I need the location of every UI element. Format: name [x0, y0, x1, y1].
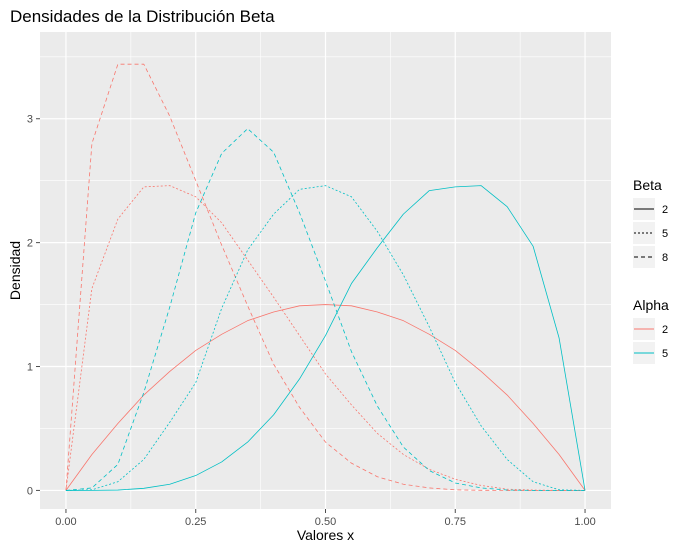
series-line-alpha-2-beta-5 — [65, 185, 586, 491]
x-axis-title: Valores x — [297, 527, 354, 543]
legend-title-beta: Beta — [633, 177, 662, 193]
x-tick-label-3: 0.75 — [445, 516, 466, 528]
x-tick-label-2: 0.50 — [315, 516, 336, 528]
legend-label-beta-2: 2 — [662, 204, 668, 216]
y-tick-label-3: 3 — [27, 114, 33, 126]
legend-title-alpha: Alpha — [633, 297, 669, 313]
series-lines — [65, 63, 586, 491]
legend-label-beta-8: 8 — [662, 252, 668, 264]
series-line-alpha-2-beta-2 — [65, 304, 586, 491]
y-axis-ticks: 0 1 2 3 — [27, 114, 40, 497]
x-tick-label-1: 0.25 — [185, 516, 206, 528]
y-axis-title: Densidad — [7, 241, 23, 300]
x-axis-ticks: 0.00 0.25 0.50 0.75 1.00 — [55, 509, 596, 528]
chart-title: Densidades de la Distribución Beta — [10, 7, 275, 26]
y-tick-label-2: 2 — [27, 238, 33, 250]
series-line-alpha-5-beta-8 — [65, 128, 586, 491]
series-line-alpha-5-beta-5 — [65, 185, 586, 491]
major-gridlines — [40, 32, 611, 509]
y-tick-label-0: 0 — [27, 485, 33, 497]
series-line-alpha-5-beta-2 — [65, 185, 586, 491]
legend-label-beta-5: 5 — [662, 228, 668, 240]
legend-label-alpha-5: 5 — [662, 348, 668, 360]
x-tick-label-0: 0.00 — [55, 516, 76, 528]
y-tick-label-1: 1 — [27, 362, 33, 374]
x-tick-label-4: 1.00 — [574, 516, 595, 528]
series-line-alpha-2-beta-8 — [65, 63, 586, 491]
legend-label-alpha-2: 2 — [662, 324, 668, 336]
